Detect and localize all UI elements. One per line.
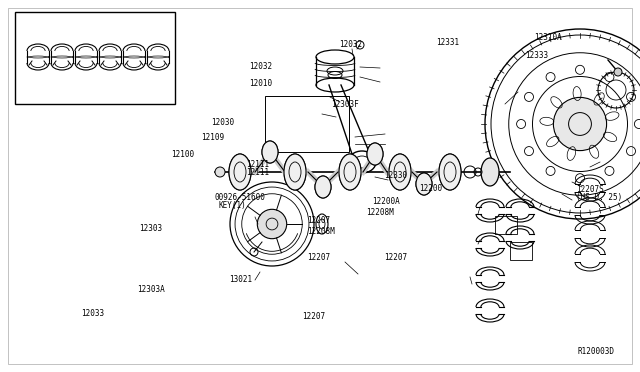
Ellipse shape — [481, 158, 499, 186]
Text: 12303F: 12303F — [332, 100, 359, 109]
Text: 12207: 12207 — [307, 253, 330, 262]
Ellipse shape — [367, 143, 383, 165]
Text: 12208M: 12208M — [366, 208, 394, 217]
Text: 12303: 12303 — [140, 224, 163, 233]
Bar — [15, 12, 175, 104]
Text: 12310A: 12310A — [534, 33, 562, 42]
Ellipse shape — [262, 141, 278, 163]
Text: 12330: 12330 — [384, 171, 407, 180]
Ellipse shape — [229, 154, 251, 190]
Text: 12200A: 12200A — [372, 197, 400, 206]
Text: 12032: 12032 — [250, 62, 273, 71]
Ellipse shape — [439, 154, 461, 190]
Text: 12200: 12200 — [419, 185, 442, 193]
Text: 12030: 12030 — [211, 118, 234, 126]
Text: 12331: 12331 — [436, 38, 460, 47]
Ellipse shape — [389, 154, 411, 190]
Text: (US D. 25): (US D. 25) — [576, 193, 622, 202]
Text: 12207: 12207 — [307, 216, 330, 225]
Text: 12207: 12207 — [384, 253, 407, 262]
Text: 12109: 12109 — [202, 133, 225, 142]
Text: R120003D: R120003D — [577, 347, 614, 356]
Ellipse shape — [315, 176, 331, 198]
Text: 12303A: 12303A — [138, 285, 165, 294]
Circle shape — [614, 68, 622, 76]
Text: 12010: 12010 — [250, 79, 273, 88]
Text: 12111: 12111 — [246, 169, 269, 177]
Ellipse shape — [262, 141, 278, 163]
Ellipse shape — [416, 173, 432, 195]
Bar — [510, 242, 532, 260]
Circle shape — [257, 209, 287, 239]
Ellipse shape — [284, 154, 306, 190]
Ellipse shape — [339, 154, 361, 190]
Text: 00926-51600: 00926-51600 — [214, 193, 265, 202]
Ellipse shape — [315, 176, 331, 198]
Text: 12333: 12333 — [525, 51, 548, 60]
Ellipse shape — [367, 143, 383, 165]
Text: KEY(1): KEY(1) — [219, 201, 246, 210]
Ellipse shape — [439, 154, 461, 190]
Ellipse shape — [229, 154, 251, 190]
Text: 12207: 12207 — [302, 312, 325, 321]
Ellipse shape — [416, 173, 432, 195]
Ellipse shape — [284, 154, 306, 190]
Text: 12208M: 12208M — [307, 227, 335, 236]
Text: 12111: 12111 — [246, 160, 269, 169]
Circle shape — [554, 97, 607, 151]
Ellipse shape — [389, 154, 411, 190]
Circle shape — [215, 167, 225, 177]
Text: 12033: 12033 — [81, 309, 104, 318]
Text: 12207S: 12207S — [576, 185, 604, 194]
Text: 13021: 13021 — [229, 275, 252, 284]
Text: 12032: 12032 — [339, 40, 362, 49]
Bar — [495, 216, 517, 234]
Text: 12100: 12100 — [172, 150, 195, 159]
Ellipse shape — [339, 154, 361, 190]
Bar — [265, 96, 349, 152]
